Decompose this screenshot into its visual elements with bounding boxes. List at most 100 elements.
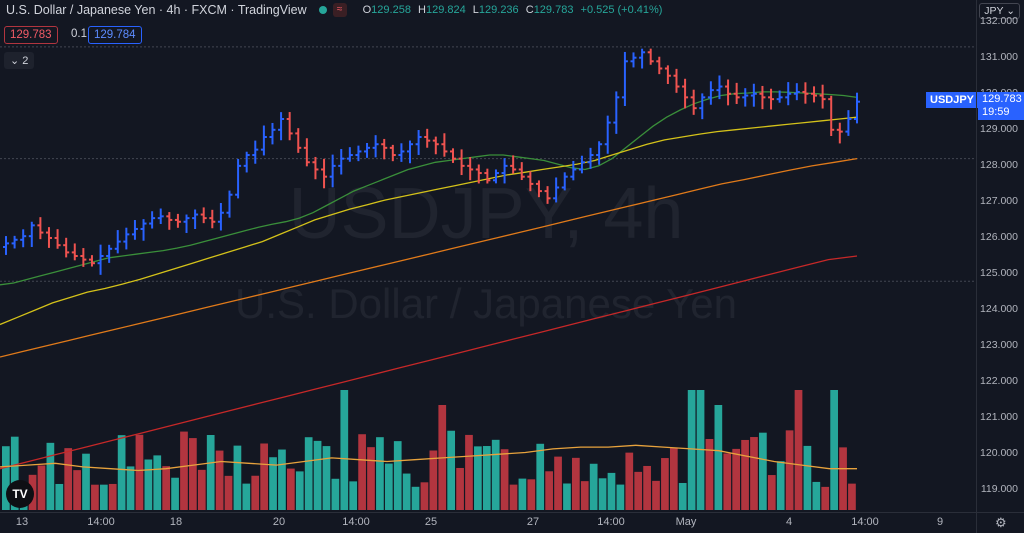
candle-bar: [690, 89, 697, 115]
price-tick-label: 120.000: [980, 447, 1018, 460]
volume-bar: [643, 465, 651, 510]
indicators-toggle-button[interactable]: ⌄ 2: [4, 52, 35, 69]
alert-icon[interactable]: ≈: [332, 3, 347, 17]
volume-bar: [162, 466, 171, 510]
volume-bar: [295, 471, 304, 510]
volume-bar: [723, 453, 732, 510]
candle-bar: [647, 48, 654, 65]
volume-bar: [420, 482, 429, 510]
volume-bar: [402, 473, 411, 510]
ma-line-yellow: [0, 116, 858, 326]
candle-bar: [364, 143, 371, 158]
volume-bar: [64, 448, 73, 510]
time-label: 25: [424, 516, 438, 528]
candle-bar: [123, 227, 130, 250]
candle-bar: [449, 148, 456, 163]
volume-bar: [607, 472, 616, 510]
price-tick-label: 126.000: [980, 230, 1018, 243]
candle-bar: [510, 155, 517, 174]
ma-line-green: [0, 91, 858, 286]
time-label: 14:00: [597, 516, 625, 528]
volume-bar: [108, 483, 117, 510]
volume-bar: [233, 445, 242, 510]
candle-bar: [604, 115, 611, 154]
volume-bar: [465, 434, 473, 510]
candle-bar: [45, 227, 52, 248]
candle-bar: [3, 236, 9, 255]
candle-bar: [527, 171, 534, 192]
volume-bar: [509, 484, 518, 510]
candle-bar: [785, 82, 792, 106]
volume-bar: [2, 446, 10, 510]
candle-bar: [407, 140, 414, 164]
candle-bar: [716, 75, 723, 100]
ma-line-orange: [0, 157, 858, 358]
time-label: 14:00: [87, 516, 115, 528]
candle-bar: [243, 151, 250, 173]
volume-bar: [10, 436, 19, 510]
settings-corner[interactable]: ⚙: [976, 512, 1024, 533]
volume-bar: [848, 483, 856, 510]
symbol-title[interactable]: U.S. Dollar / Japanese Yen · 4h · FXCM ·…: [6, 3, 307, 17]
watermark-description: U.S. Dollar / Japanese Yen: [235, 280, 737, 327]
buy-price-button[interactable]: 129.784: [88, 26, 142, 44]
price-tick-label: 128.000: [980, 158, 1018, 171]
time-axis[interactable]: 13 14:00 18 20 14:00 25 27 14:00 May 4 1…: [0, 512, 976, 533]
candle-bar: [131, 220, 138, 240]
currency-button[interactable]: JPY ⌄: [979, 3, 1020, 19]
candle-bar: [28, 221, 35, 247]
candle-bar: [174, 213, 181, 228]
price-tick-label: 119.000: [980, 483, 1018, 496]
candle-bar: [836, 122, 843, 144]
candle-bar: [458, 149, 465, 176]
volume-bar: [500, 449, 509, 510]
candle-bar: [269, 122, 276, 145]
volume-bar: [46, 442, 55, 510]
candle-bar: [656, 56, 663, 75]
volume-bar: [545, 471, 553, 510]
tradingview-logo[interactable]: TV: [6, 480, 34, 508]
price-axis[interactable]: JPY ⌄ 132.000131.000130.000129.000128.00…: [976, 0, 1024, 512]
spread-value: 0.1: [71, 28, 87, 40]
candle-bar: [596, 141, 603, 165]
volume-bar: [331, 478, 340, 510]
candle-bar: [725, 79, 732, 106]
volume-bar: [376, 437, 384, 510]
market-status-icon[interactable]: [318, 6, 327, 14]
gear-icon[interactable]: ⚙: [995, 515, 1007, 530]
volume-bar: [197, 469, 206, 510]
volume-bar: [144, 459, 153, 510]
volume-bar: [830, 390, 838, 510]
sell-price-button[interactable]: 129.783: [4, 26, 58, 44]
candle-bar: [11, 235, 18, 249]
volume-bar: [171, 477, 179, 510]
volume-bar: [429, 450, 438, 510]
chart-area[interactable]: USDJPY, 4h U.S. Dollar / Japanese Yen U.…: [0, 0, 979, 512]
candle-bar: [845, 110, 852, 136]
volume-bar: [304, 437, 313, 510]
candle-bar: [673, 68, 680, 93]
candle-bar: [312, 156, 319, 180]
volume-bar: [260, 443, 268, 510]
volume-bar: [705, 438, 714, 510]
candle-bar: [200, 207, 207, 224]
volume-bar: [456, 467, 464, 510]
volume-bar: [153, 455, 162, 510]
time-label: 13: [15, 516, 29, 528]
volume-bar: [91, 484, 99, 510]
candle-bar: [733, 82, 740, 104]
candle-bar: [286, 112, 293, 141]
volume-bar: [99, 484, 108, 510]
candle-bar: [329, 154, 336, 188]
volume-bar: [803, 445, 812, 510]
volume-bar: [340, 390, 349, 510]
candle-bar: [355, 145, 362, 162]
volume-bar: [812, 481, 821, 510]
price-chart[interactable]: USDJPY, 4h U.S. Dollar / Japanese Yen: [0, 0, 976, 512]
volume-bar: [384, 463, 393, 510]
candle-bar: [432, 136, 439, 155]
volume-bar: [242, 483, 251, 510]
candle-bar: [346, 147, 353, 162]
volume-ma-line: [0, 444, 857, 472]
time-label: 27: [526, 516, 540, 528]
